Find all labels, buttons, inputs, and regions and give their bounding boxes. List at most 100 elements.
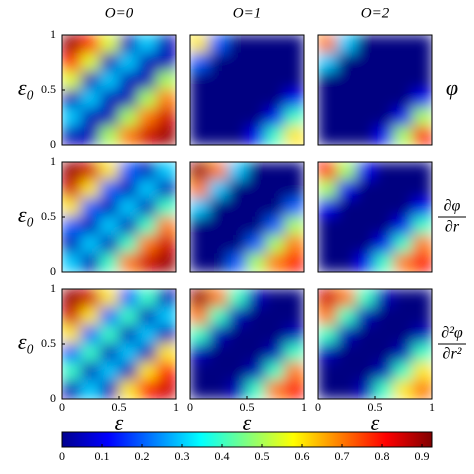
cell	[156, 234, 176, 255]
cell	[284, 361, 304, 382]
cell	[118, 216, 139, 236]
row-label: φ	[446, 75, 458, 100]
cell	[227, 380, 248, 399]
x-tick-label: 0	[315, 400, 321, 414]
x-axis-label: ε	[371, 410, 380, 435]
cell	[246, 343, 267, 363]
cell	[336, 35, 357, 54]
cell	[412, 216, 432, 236]
cell	[99, 380, 120, 399]
cell	[99, 179, 120, 200]
cell	[62, 71, 82, 91]
cell	[156, 361, 176, 382]
heatmap-cells	[190, 35, 304, 145]
heatmap-cells	[318, 162, 432, 272]
cell	[99, 126, 120, 145]
cell	[284, 306, 304, 327]
cell	[137, 162, 158, 181]
cell	[284, 71, 304, 91]
cell	[118, 306, 139, 327]
cell	[190, 71, 210, 91]
cell	[336, 306, 357, 327]
cell	[99, 52, 120, 73]
cell	[265, 253, 286, 272]
cell	[246, 361, 267, 382]
cell	[374, 89, 395, 109]
cell	[80, 89, 101, 109]
cell	[246, 198, 267, 218]
cell	[318, 343, 338, 363]
cell	[156, 52, 176, 73]
cell	[80, 380, 101, 399]
cell	[62, 216, 82, 236]
heatmap-cells	[190, 289, 304, 399]
cell	[412, 289, 432, 308]
cell	[208, 126, 229, 145]
y-axis-label: ε₀	[18, 202, 34, 227]
cell	[265, 380, 286, 399]
cell	[393, 35, 414, 54]
cell	[190, 234, 210, 255]
cell	[246, 289, 267, 308]
cell	[284, 35, 304, 54]
heatmap-cells	[318, 35, 432, 145]
cell	[393, 89, 414, 109]
cell	[227, 289, 248, 308]
cell	[99, 198, 120, 218]
panel-frame	[317, 161, 433, 273]
heatmap-cells	[62, 162, 176, 272]
cell	[80, 361, 101, 382]
panel-frame	[317, 34, 433, 146]
cell	[284, 380, 304, 399]
cell	[318, 71, 338, 91]
cell	[393, 52, 414, 73]
cell	[336, 361, 357, 382]
cell	[318, 35, 338, 54]
cell	[62, 89, 82, 109]
cell	[62, 361, 82, 382]
heatmap	[190, 162, 304, 272]
cell	[227, 107, 248, 128]
cell	[374, 343, 395, 363]
column-title: O=1	[233, 5, 261, 21]
cell	[246, 380, 267, 399]
cell	[227, 234, 248, 255]
cell	[156, 35, 176, 54]
cell	[318, 179, 338, 200]
row-label-numerator: ∂²φ	[441, 325, 463, 342]
cell	[80, 52, 101, 73]
cell	[246, 162, 267, 181]
cell	[62, 162, 82, 181]
cell	[265, 52, 286, 73]
cell	[118, 361, 139, 382]
colorbar-tick-label: 0.7	[335, 449, 350, 463]
cell	[190, 89, 210, 109]
cell	[355, 179, 376, 200]
cell	[156, 216, 176, 236]
cell	[355, 126, 376, 145]
cell	[99, 306, 120, 327]
cell	[227, 71, 248, 91]
cell	[208, 361, 229, 382]
cell	[80, 126, 101, 145]
y-tick-label: 1	[50, 281, 56, 295]
x-axis-label: ε	[243, 410, 252, 435]
cell	[412, 325, 432, 345]
cell	[137, 343, 158, 363]
cell	[355, 289, 376, 308]
cell	[208, 179, 229, 200]
cell	[265, 35, 286, 54]
heatmap	[62, 162, 176, 272]
cell	[99, 325, 120, 345]
cell	[374, 289, 395, 308]
cell	[227, 361, 248, 382]
x-tick-label: 1	[173, 400, 179, 414]
colorbar-tick-label: 0.1	[95, 449, 110, 463]
cell	[118, 52, 139, 73]
cell	[208, 216, 229, 236]
cell	[336, 216, 357, 236]
cell	[374, 35, 395, 54]
cell	[99, 107, 120, 128]
y-tick-label: 0.5	[41, 209, 56, 223]
cell	[190, 306, 210, 327]
